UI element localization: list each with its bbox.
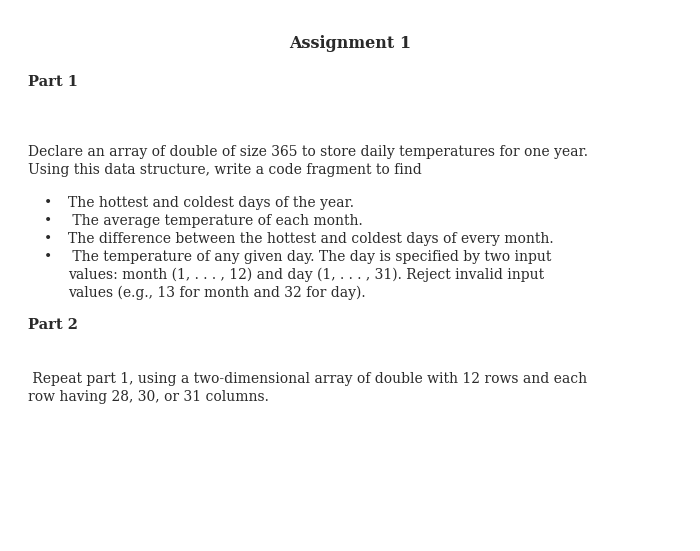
- Text: Using this data structure, write a code fragment to find: Using this data structure, write a code …: [28, 163, 421, 177]
- Text: The hottest and coldest days of the year.: The hottest and coldest days of the year…: [68, 196, 354, 210]
- Text: row having 28, 30, or 31 columns.: row having 28, 30, or 31 columns.: [28, 390, 269, 404]
- Text: Part 1: Part 1: [28, 75, 78, 89]
- Text: values (e.g., 13 for month and 32 for day).: values (e.g., 13 for month and 32 for da…: [68, 286, 365, 300]
- Text: •: •: [44, 196, 52, 210]
- Text: Assignment 1: Assignment 1: [289, 35, 411, 52]
- Text: The average temperature of each month.: The average temperature of each month.: [68, 214, 363, 228]
- Text: •: •: [44, 250, 52, 264]
- Text: Repeat part 1, using a two-dimensional array of double with 12 rows and each: Repeat part 1, using a two-dimensional a…: [28, 372, 587, 386]
- Text: •: •: [44, 232, 52, 246]
- Text: Declare an array of double of size 365 to store daily temperatures for one year.: Declare an array of double of size 365 t…: [28, 145, 588, 159]
- Text: Part 2: Part 2: [28, 318, 78, 332]
- Text: The difference between the hottest and coldest days of every month.: The difference between the hottest and c…: [68, 232, 554, 246]
- Text: •: •: [44, 214, 52, 228]
- Text: values: month (1, . . . , 12) and day (1, . . . , 31). Reject invalid input: values: month (1, . . . , 12) and day (1…: [68, 268, 544, 283]
- Text: The temperature of any given day. The day is specified by two input: The temperature of any given day. The da…: [68, 250, 552, 264]
